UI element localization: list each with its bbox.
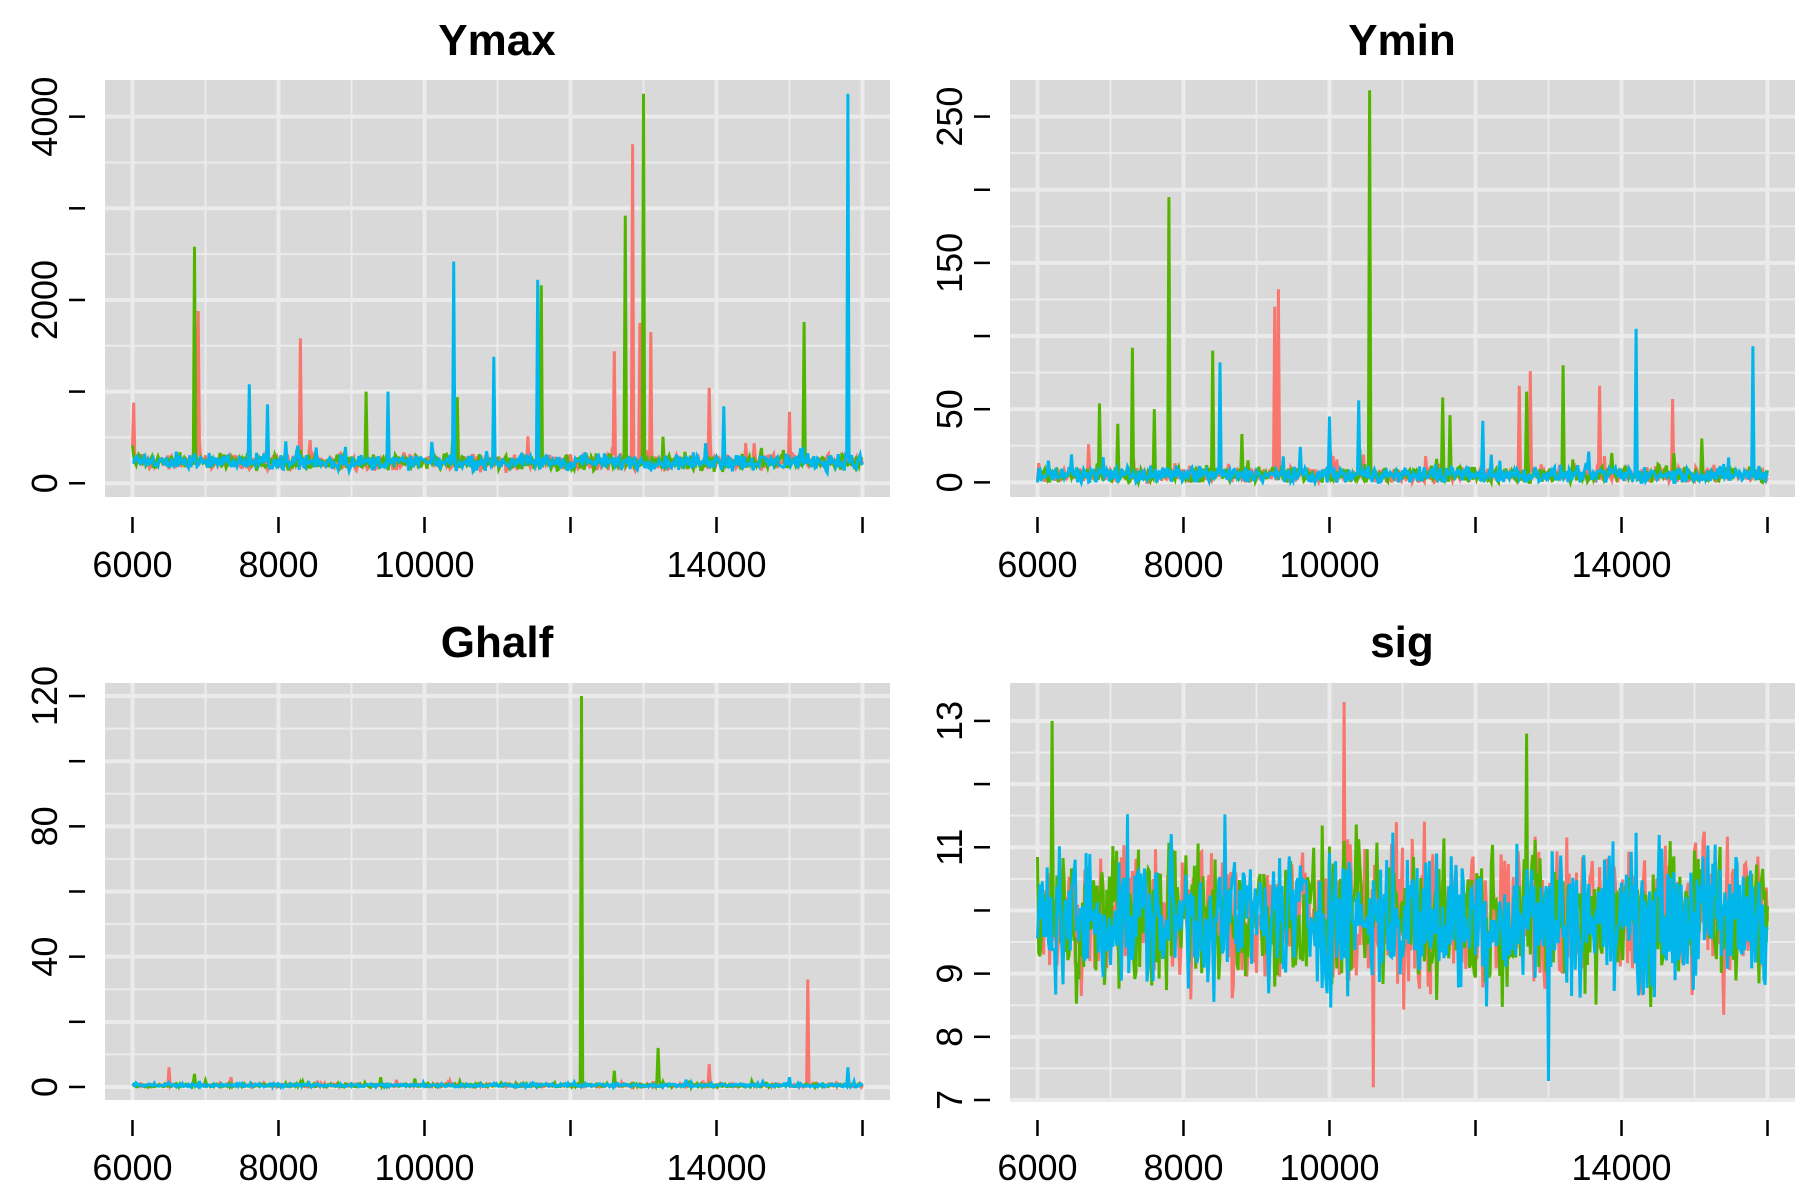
x-tick-label: 8000	[238, 544, 318, 585]
panel-ymin: Ymin 6000 8000 10000 14000 0 50 150 250	[929, 16, 1795, 585]
x-tick-label: 14000	[1571, 1147, 1671, 1188]
x-tick-label: 14000	[666, 1147, 766, 1188]
y-tick-label: 40	[24, 937, 65, 977]
y-tick-label: 2000	[24, 260, 65, 340]
y-tick-label: 0	[24, 473, 65, 493]
x-tick-label: 8000	[1143, 1147, 1223, 1188]
x-tick-label: 10000	[1279, 1147, 1379, 1188]
y-tick-label: 13	[929, 701, 970, 741]
y-tick-label: 8	[929, 1027, 970, 1047]
y-tick-label: 50	[929, 389, 970, 429]
x-tick-label: 6000	[997, 544, 1077, 585]
x-tick-label: 8000	[238, 1147, 318, 1188]
x-tick-label: 8000	[1143, 544, 1223, 585]
series-3-line	[131, 1067, 864, 1091]
y-tick-label: 7	[929, 1090, 970, 1110]
panel-ymax: Ymax 6000 8000 10000 14000 0 2000 4000	[24, 16, 890, 585]
panel-ghalf: Ghalf 6000 8000 10000 14000 0 40 80 120	[24, 618, 890, 1188]
x-tick-label: 10000	[374, 544, 474, 585]
x-tick-label: 14000	[1571, 544, 1671, 585]
series-2-line	[1036, 720, 1769, 1008]
y-tick-label: 0	[929, 472, 970, 492]
panel-sig: sig 6000 8000 10000 14000 7 8 9 11 13	[929, 618, 1795, 1188]
panel-title: sig	[1370, 618, 1434, 667]
x-tick-label: 10000	[374, 1147, 474, 1188]
y-tick-label: 0	[24, 1077, 65, 1097]
y-tick-label: 120	[24, 666, 65, 726]
y-tick-label: 4000	[24, 77, 65, 157]
x-tick-label: 6000	[92, 1147, 172, 1188]
y-tick-label: 250	[929, 87, 970, 147]
x-tick-label: 10000	[1279, 544, 1379, 585]
series-3-line	[1036, 328, 1769, 488]
y-tick-label: 150	[929, 233, 970, 293]
panel-title: Ghalf	[441, 618, 554, 667]
panel-title: Ymin	[1348, 16, 1456, 65]
y-tick-label: 11	[929, 829, 970, 866]
y-tick-label: 80	[24, 806, 65, 846]
y-tick-label: 9	[929, 964, 970, 984]
x-tick-label: 6000	[92, 544, 172, 585]
x-tick-label: 6000	[997, 1147, 1077, 1188]
series-3-line	[132, 93, 864, 478]
series-3-line	[1036, 814, 1769, 1082]
panel-title: Ymax	[438, 16, 556, 65]
x-tick-label: 14000	[666, 544, 766, 585]
